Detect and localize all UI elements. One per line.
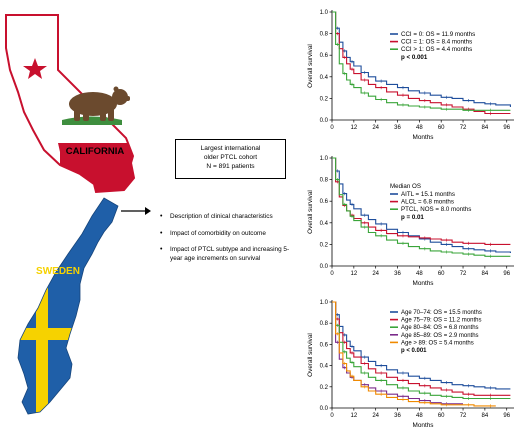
- survival-curve-1: [332, 11, 511, 107]
- x-tick-label: 0: [330, 125, 334, 131]
- x-tick-label: 36: [394, 413, 401, 419]
- x-axis-label: Months: [413, 134, 434, 141]
- legend-entry: Age 75–79: OS = 11.2 months: [401, 318, 481, 324]
- sweden-outline: [17, 197, 119, 415]
- summary-line-2: older PTCL cohort: [203, 154, 258, 161]
- x-tick-label: 72: [460, 413, 467, 419]
- summary-line-1: Largest international: [200, 145, 261, 152]
- x-tick-label: 48: [416, 125, 423, 131]
- y-axis-label: Overall survival: [307, 44, 314, 88]
- california-map: CALIFORNIA: [5, 14, 136, 194]
- sweden-cross-vertical: [36, 198, 48, 414]
- survival-chart-subtype: 0.0 0.2 0.4 0.6 0.8 1.0 0 12 24 36 48 60 72 84 96 Month…: [307, 156, 514, 287]
- y-tick-label: 0.6: [320, 342, 329, 348]
- bullet-item: Impact of comorbidity on outcome: [160, 230, 300, 239]
- y-axis-label: Overall survival: [307, 190, 314, 234]
- x-tick-label: 24: [372, 413, 379, 419]
- y-tick-label: 0.2: [320, 242, 329, 248]
- y-tick-label: 0.8: [320, 178, 329, 184]
- y-tick-label: 0.4: [320, 364, 329, 370]
- y-tick-label: 1.0: [320, 10, 329, 16]
- x-tick-label: 96: [503, 125, 510, 131]
- x-tick-label: 12: [350, 271, 357, 277]
- sweden-cross-horizontal: [18, 328, 118, 340]
- sweden-map: SWEDEN: [17, 197, 119, 415]
- x-tick-label: 36: [394, 271, 401, 277]
- summary-line-3: N = 891 patients: [206, 163, 255, 170]
- x-tick-label: 72: [460, 125, 467, 131]
- y-tick-label: 0.4: [320, 75, 329, 81]
- legend-title: Median OS: [390, 183, 421, 190]
- legend-entry: PTCL, NOS = 8.0 months: [401, 206, 471, 213]
- y-tick-label: 0.8: [320, 32, 329, 38]
- legend-entry: CCI > 1: OS = 4.4 months: [401, 46, 472, 53]
- x-tick-label: 0: [330, 271, 334, 277]
- x-tick-label: 72: [460, 271, 467, 277]
- x-axis-label: Months: [413, 422, 434, 429]
- y-tick-label: 0.4: [320, 221, 329, 227]
- x-tick-label: 12: [350, 125, 357, 131]
- survival-curve-1: [332, 301, 511, 390]
- x-tick-label: 12: [350, 413, 357, 419]
- x-axis-label: Months: [413, 280, 434, 287]
- survival-curve-3: [332, 301, 511, 400]
- survival-curve-2: [332, 11, 511, 115]
- star-icon: [23, 58, 47, 79]
- x-tick-label: 60: [438, 413, 445, 419]
- x-tick-label: 96: [503, 413, 510, 419]
- legend-entry: ALCL = 6.8 months: [401, 199, 454, 206]
- p-value: p < 0.001: [401, 54, 428, 61]
- x-tick-label: 84: [482, 413, 489, 419]
- x-tick-label: 36: [394, 125, 401, 131]
- y-tick-label: 1.0: [320, 156, 329, 162]
- survival-chart-age: 0.0 0.2 0.4 0.6 0.8 1.0 0 12 24 36 48 60 72 84 96 Month…: [307, 300, 514, 429]
- legend-entry: Age 70–74: OS = 15.5 months: [401, 310, 482, 316]
- legend-entry: AITL = 15.1 months: [401, 191, 455, 198]
- y-tick-label: 0.2: [320, 385, 329, 391]
- arrow-right-icon: [121, 207, 151, 215]
- bullet-item: Impact of PTCL subtype and increasing 5-…: [160, 246, 300, 263]
- x-tick-label: 84: [482, 271, 489, 277]
- survival-curve-3: [332, 157, 511, 257]
- p-value: p = 0.01: [401, 214, 424, 221]
- x-tick-label: 48: [416, 413, 423, 419]
- x-tick-label: 60: [438, 125, 445, 131]
- x-tick-label: 24: [372, 271, 379, 277]
- y-tick-label: 0.6: [320, 53, 329, 59]
- survival-curve-5: [332, 301, 496, 407]
- y-tick-label: 0.2: [320, 96, 329, 102]
- y-tick-label: 0.8: [320, 321, 329, 327]
- sweden-label: SWEDEN: [36, 266, 80, 277]
- cohort-summary-box: Largest international older PTCL cohort …: [175, 139, 286, 179]
- legend-entry: Age > 89: OS = 5.4 months: [401, 340, 474, 346]
- california-label: CALIFORNIA: [66, 146, 125, 157]
- p-value: p < 0.001: [401, 348, 427, 354]
- y-axis-label: Overall survival: [307, 333, 314, 377]
- bear-icon: [69, 86, 130, 121]
- x-tick-label: 84: [482, 125, 489, 131]
- legend-entry: CCI = 0: OS = 11.9 months: [401, 31, 475, 38]
- survival-chart-comorbidity: 0.0 0.2 0.4 0.6 0.8 1.0 0 12 24 36 48 60 72 84 96 Month…: [307, 10, 514, 141]
- findings-list: Description of clinical characteristics …: [160, 213, 300, 271]
- x-tick-label: 48: [416, 271, 423, 277]
- survival-curve-1: [332, 157, 511, 253]
- sweden-blue-field: [18, 198, 118, 414]
- legend-entry: CCI = 1: OS = 8.4 months: [401, 39, 472, 46]
- x-tick-label: 0: [330, 413, 334, 419]
- x-tick-label: 24: [372, 125, 379, 131]
- y-tick-label: 1.0: [320, 300, 329, 306]
- x-tick-label: 60: [438, 271, 445, 277]
- x-tick-label: 96: [503, 271, 510, 277]
- y-tick-label: 0.0: [320, 118, 329, 124]
- bullet-item: Description of clinical characteristics: [160, 213, 300, 222]
- y-tick-label: 0.0: [320, 406, 329, 412]
- legend-entry: Age 80–84: OS = 6.8 months: [401, 325, 479, 331]
- california-red-stripe: [58, 143, 134, 192]
- y-tick-label: 0.6: [320, 199, 329, 205]
- legend-entry: Age 85–89: OS = 2.9 months: [401, 333, 479, 339]
- y-tick-label: 0.0: [320, 264, 329, 270]
- survival-curve-3: [332, 11, 511, 111]
